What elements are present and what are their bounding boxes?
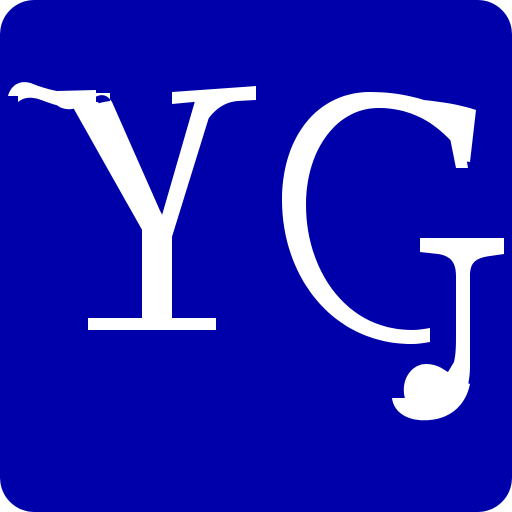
letter-g-icon [282, 92, 504, 421]
letter-y-icon [8, 82, 256, 330]
